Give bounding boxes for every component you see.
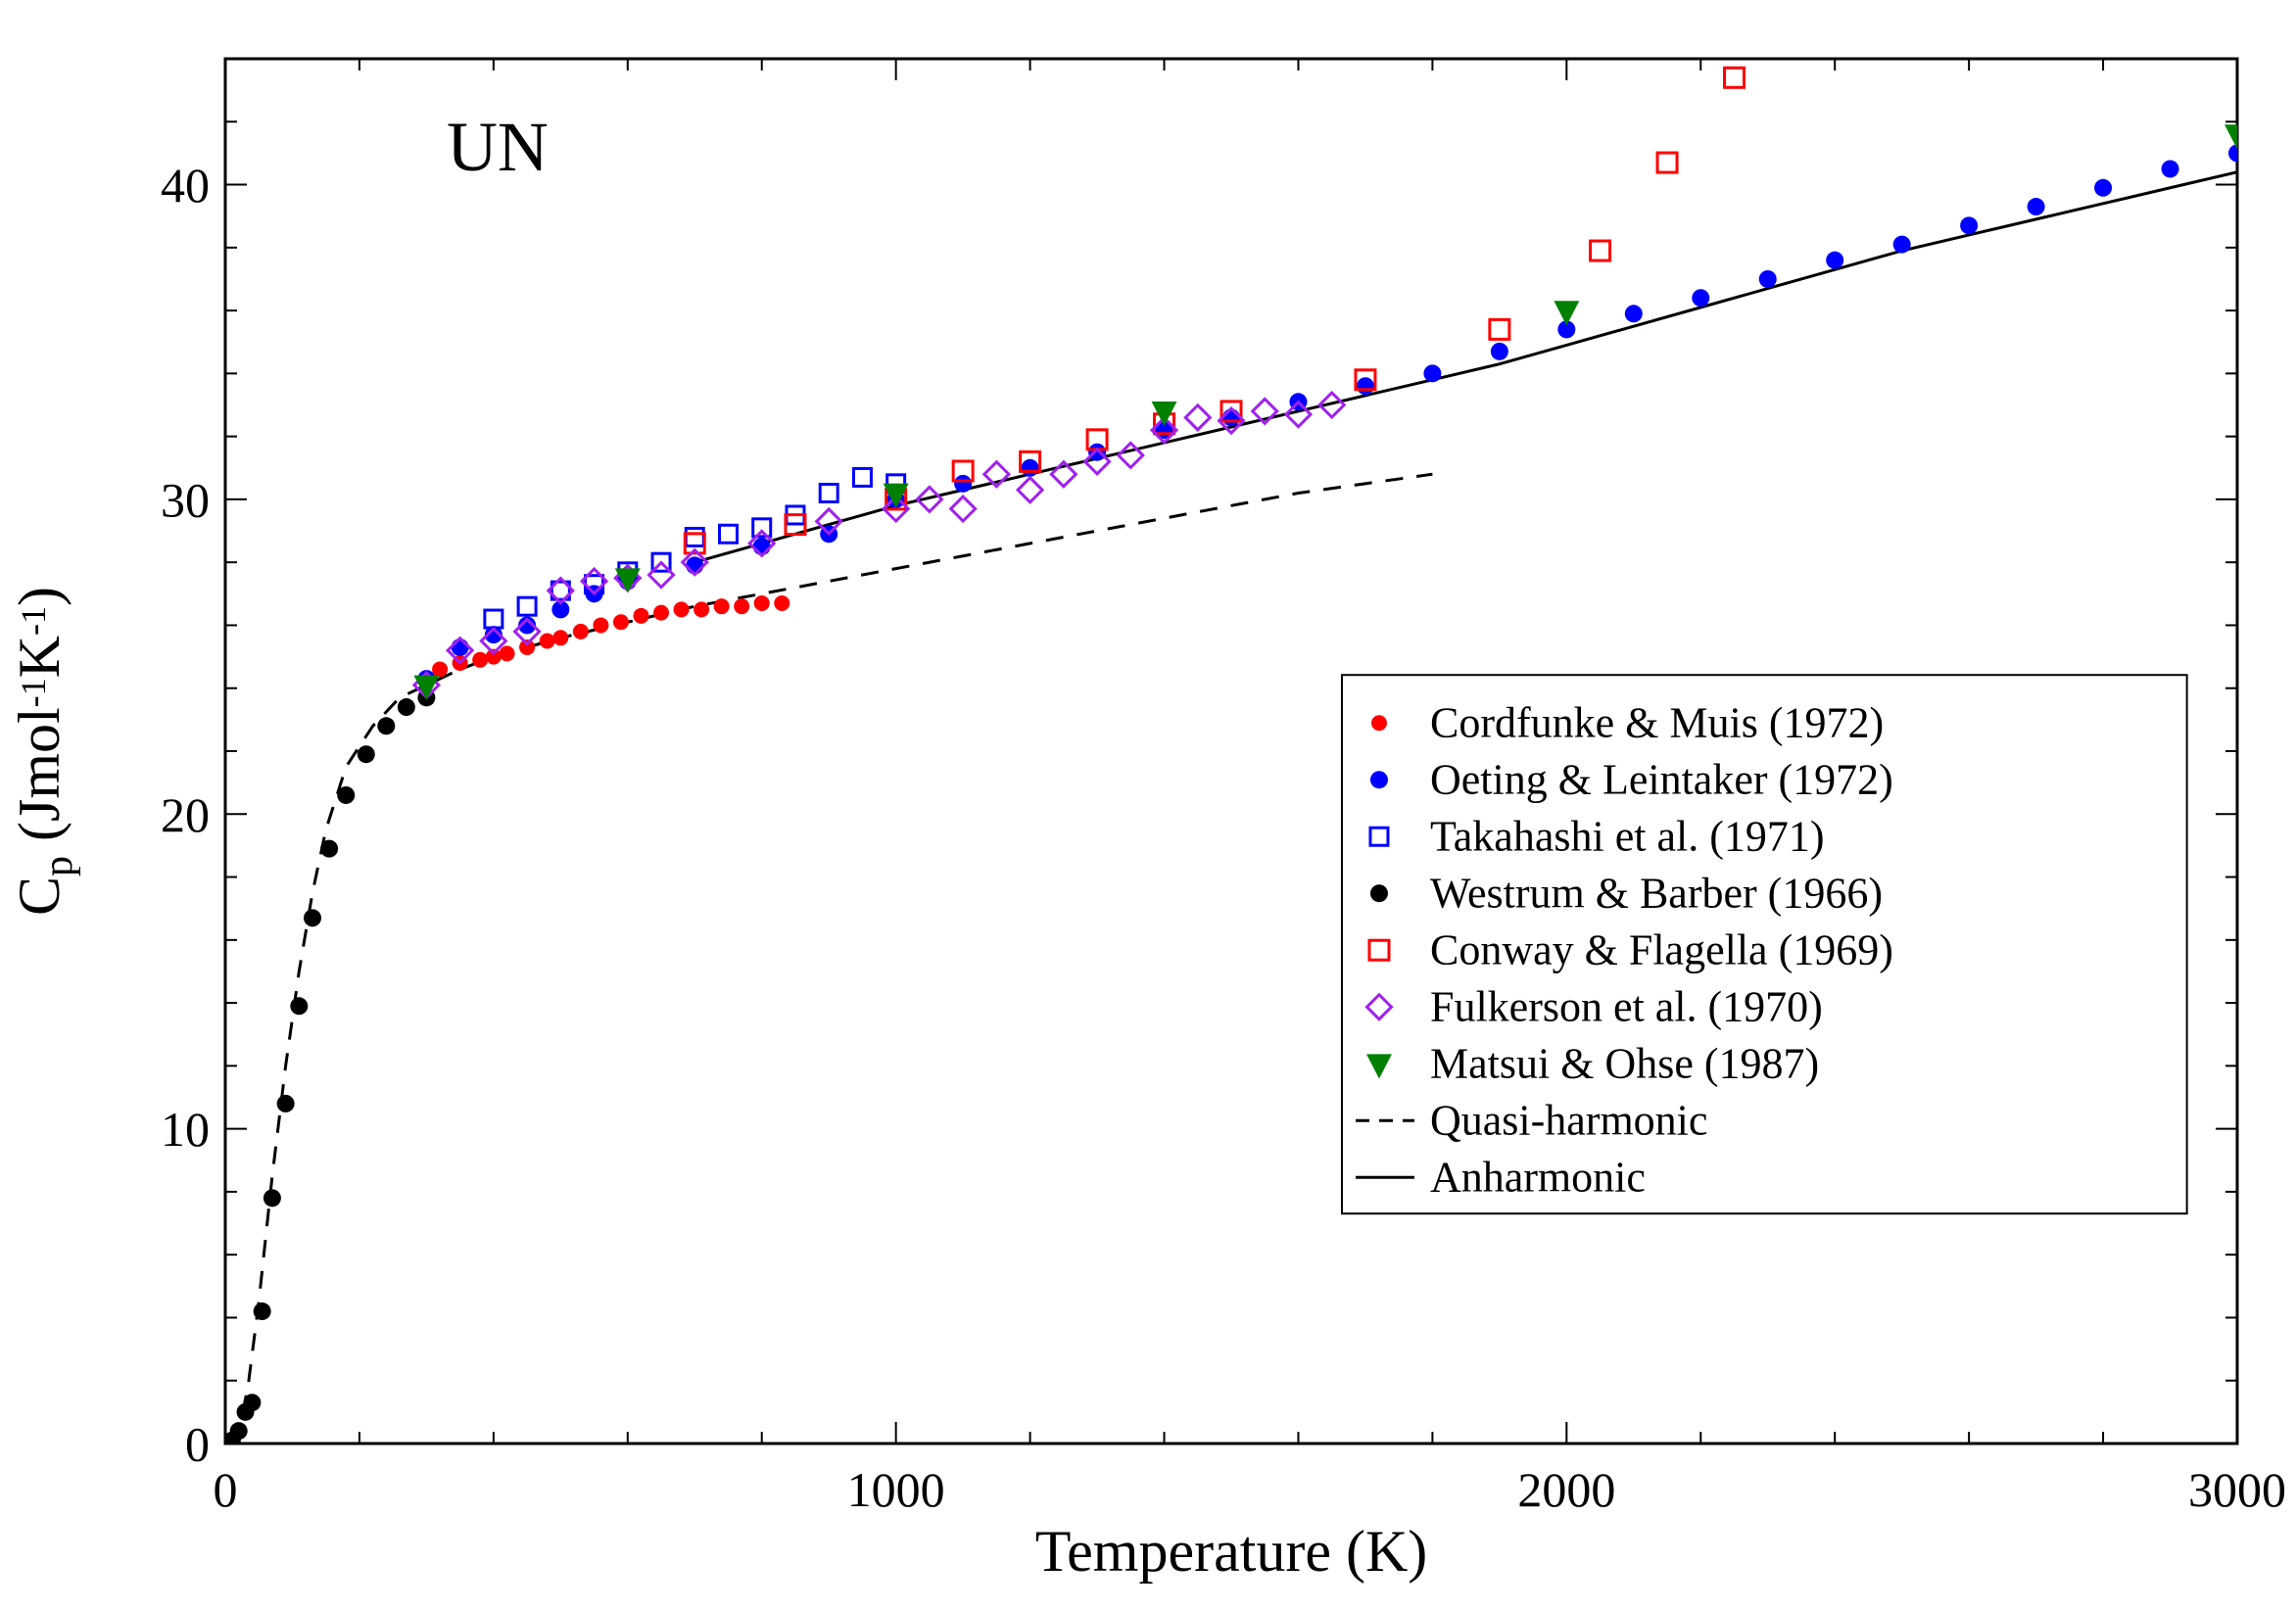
svg-text:Fulkerson et al. (1970): Fulkerson et al. (1970) xyxy=(1430,982,1823,1030)
svg-text:Conway & Flagella (1969): Conway & Flagella (1969) xyxy=(1430,925,1893,973)
svg-text:2000: 2000 xyxy=(1517,1462,1615,1517)
chart-container: 0100020003000010203040Temperature (K)Cp … xyxy=(0,0,2296,1610)
svg-text:20: 20 xyxy=(161,787,210,842)
svg-text:0: 0 xyxy=(214,1462,238,1517)
svg-text:3000: 3000 xyxy=(2188,1462,2286,1517)
svg-text:Quasi-harmonic: Quasi-harmonic xyxy=(1430,1096,1707,1144)
svg-text:Takahashi et al. (1971): Takahashi et al. (1971) xyxy=(1430,812,1825,860)
svg-text:Matsui & Ohse (1987): Matsui & Ohse (1987) xyxy=(1430,1039,1819,1087)
svg-text:0: 0 xyxy=(185,1417,210,1472)
svg-text:UN: UN xyxy=(447,108,549,186)
svg-text:1000: 1000 xyxy=(847,1462,945,1517)
svg-text:Cordfunke & Muis (1972): Cordfunke & Muis (1972) xyxy=(1430,698,1884,746)
svg-text:Temperature (K): Temperature (K) xyxy=(1035,1519,1428,1584)
svg-text:Anharmonic: Anharmonic xyxy=(1430,1153,1646,1201)
svg-text:10: 10 xyxy=(161,1102,210,1157)
chart-svg: 0100020003000010203040Temperature (K)Cp … xyxy=(0,0,2296,1610)
svg-text:Westrum & Barber (1966): Westrum & Barber (1966) xyxy=(1430,869,1883,917)
svg-text:30: 30 xyxy=(161,472,210,527)
svg-text:Oeting & Leintaker (1972): Oeting & Leintaker (1972) xyxy=(1430,755,1893,803)
svg-text:40: 40 xyxy=(161,158,210,213)
